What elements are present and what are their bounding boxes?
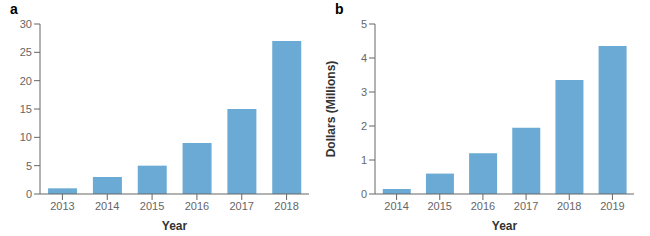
svg-text:25: 25 [20,46,32,58]
svg-text:2: 2 [361,120,367,132]
svg-text:2015: 2015 [140,200,164,212]
svg-text:2017: 2017 [514,200,538,212]
svg-text:0: 0 [26,188,32,200]
svg-text:20: 20 [20,75,32,87]
svg-text:Dollars (Millions): Dollars (Millions) [325,61,338,158]
svg-text:2016: 2016 [471,200,495,212]
svg-text:5: 5 [26,160,32,172]
html-text:b: b [335,1,344,17]
svg-text:10: 10 [20,131,32,143]
svg-text:30: 30 [20,18,32,30]
svg-text:2017: 2017 [230,200,254,212]
svg-text:2014: 2014 [95,200,119,212]
svg-text:Year: Year [162,219,188,233]
svg-text:4: 4 [361,52,367,64]
svg-text:2016: 2016 [185,200,209,212]
svg-text:3: 3 [361,86,367,98]
svg-text:2013: 2013 [50,200,74,212]
svg-text:2014: 2014 [384,200,408,212]
svg-text:0: 0 [361,188,367,200]
svg-text:2018: 2018 [557,200,581,212]
svg-text:15: 15 [20,103,32,115]
svg-text:1: 1 [361,154,367,166]
svg-text:2018: 2018 [274,200,298,212]
svg-text:5: 5 [361,18,367,30]
svg-text:Year: Year [492,219,518,233]
html-text:a: a [10,1,18,17]
svg-text:2015: 2015 [428,200,452,212]
svg-text:2019: 2019 [600,200,624,212]
